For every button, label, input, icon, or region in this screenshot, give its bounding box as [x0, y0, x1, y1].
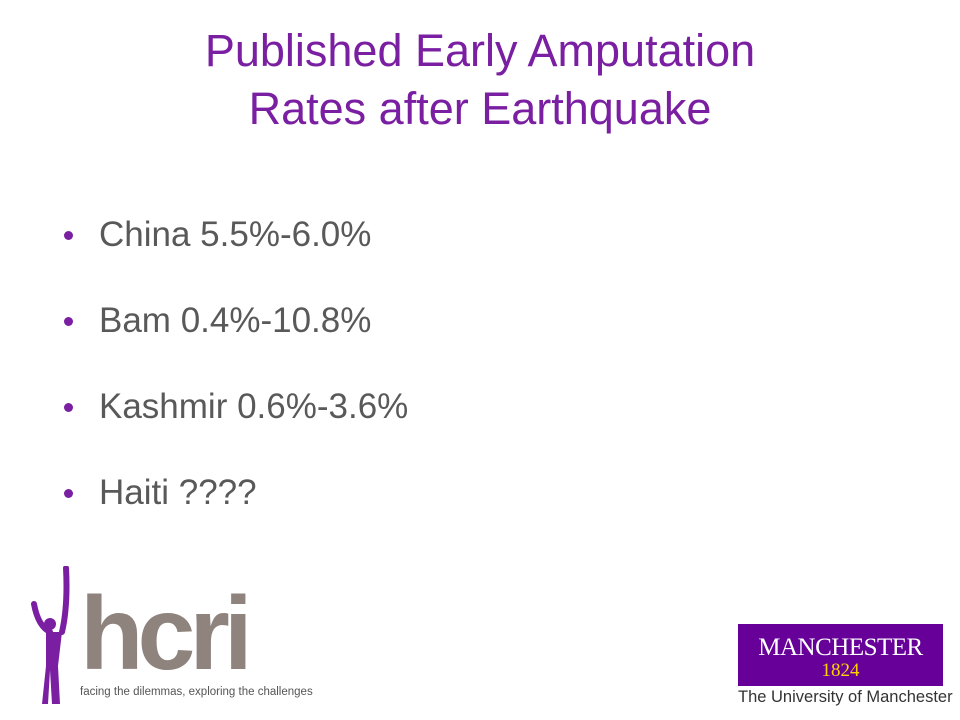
bullet-dot-icon [64, 316, 73, 326]
bullet-dot-icon [64, 402, 73, 412]
bullet-text: Bam 0.4%-10.8% [99, 301, 372, 340]
bullet-text: Kashmir 0.6%-3.6% [99, 387, 409, 426]
bullet-item-kashmir: Kashmir 0.6%-3.6% [58, 364, 408, 450]
bullet-list: China 5.5%-6.0% Bam 0.4%-10.8% Kashmir 0… [58, 192, 408, 536]
bullet-item-china: China 5.5%-6.0% [58, 192, 408, 278]
manchester-name: MANCHESTER [758, 634, 923, 661]
hcri-figure-icon [31, 566, 70, 704]
hcri-logo: hcri facing the dilemmas, exploring the … [28, 566, 313, 706]
slide-title: Published Early Amputation Rates after E… [40, 22, 920, 138]
bullet-item-bam: Bam 0.4%-10.8% [58, 278, 408, 364]
bullet-text: Haiti ???? [99, 473, 257, 512]
bullet-item-haiti: Haiti ???? [58, 450, 408, 536]
bullet-dot-icon [64, 230, 73, 240]
hcri-tagline: facing the dilemmas, exploring the chall… [80, 686, 313, 698]
manchester-university-name: The University of Manchester [738, 688, 953, 706]
manchester-year: 1824 [821, 660, 860, 681]
manchester-logo-box: MANCHESTER 1824 [738, 624, 943, 686]
slide-title-line-1: Published Early Amputation [204, 25, 756, 76]
hcri-wordmark: hcri [80, 576, 253, 692]
bullet-dot-icon [64, 488, 73, 498]
slide-title-line-2: Rates after Earthquake [248, 83, 712, 134]
university-of-manchester-logo: MANCHESTER 1824 The University of Manche… [735, 624, 953, 714]
bullet-text: China 5.5%-6.0% [99, 215, 372, 254]
